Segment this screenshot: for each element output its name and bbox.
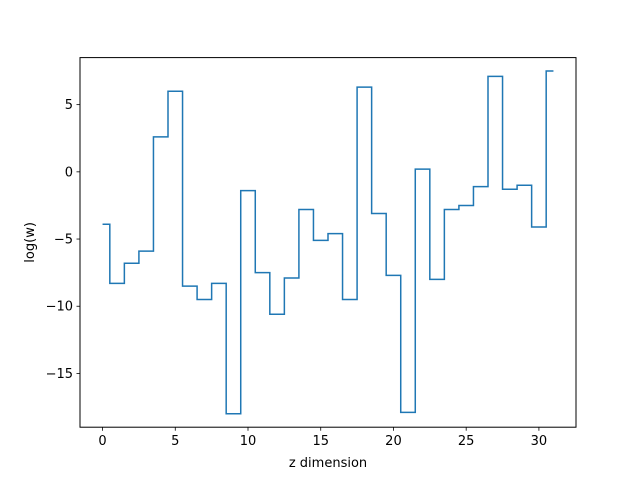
y-tick-label: −15 (46, 367, 73, 382)
y-axis: −15 −10 −5 0 5 (46, 98, 80, 382)
y-tick-label: 5 (65, 98, 73, 113)
y-axis-label: log(w) (23, 222, 38, 263)
plot-area (102, 70, 554, 415)
x-axis: 0 5 10 15 20 25 30 (98, 427, 547, 449)
x-tick-label: 15 (312, 434, 329, 449)
series-line-0 (102, 70, 554, 415)
x-tick-label: 0 (98, 434, 106, 449)
x-tick-label: 20 (385, 434, 402, 449)
x-axis-label: z dimension (289, 456, 367, 471)
x-tick-label: 10 (240, 434, 257, 449)
y-tick-label: −5 (54, 233, 73, 248)
y-tick-label: −10 (46, 300, 73, 315)
axes-frame (79, 57, 577, 428)
x-tick-label: 5 (171, 434, 179, 449)
x-tick-label: 25 (458, 434, 475, 449)
x-tick-label: 30 (531, 434, 548, 449)
y-tick-label: 0 (65, 165, 73, 180)
